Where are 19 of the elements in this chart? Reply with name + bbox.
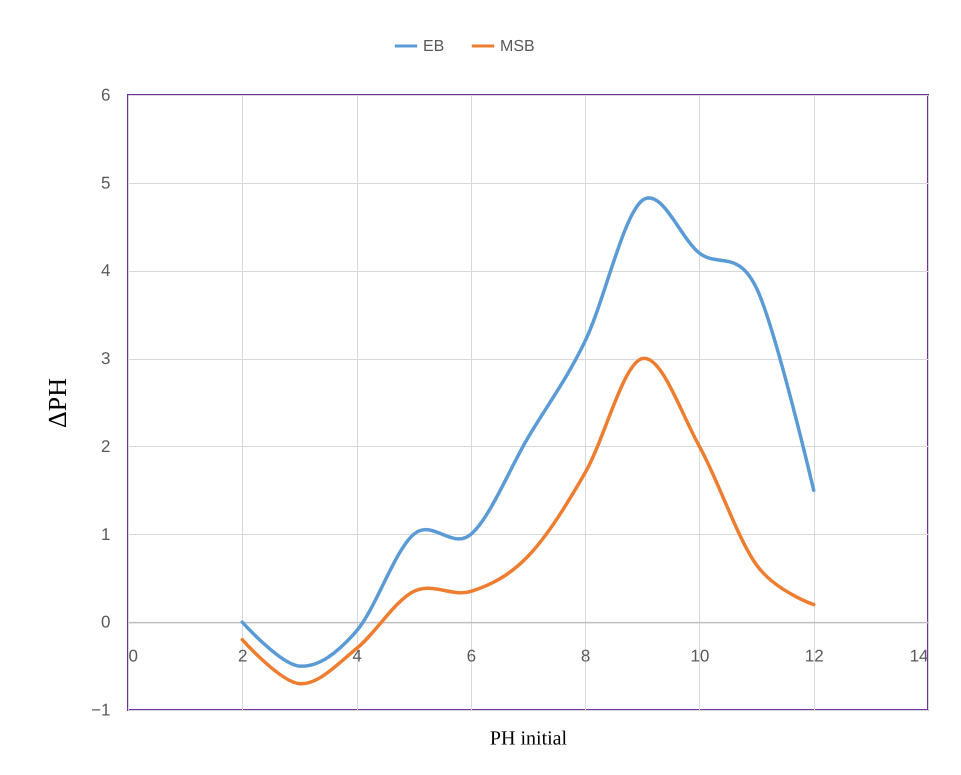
x-tick-label: 10 <box>690 646 710 666</box>
y-axis-title: ΔPH <box>43 378 72 428</box>
y-tick-label: 3 <box>101 349 110 368</box>
x-tick-label: 2 <box>238 646 248 666</box>
x-tick-label: 12 <box>804 646 824 666</box>
legend-label: EB <box>423 38 444 55</box>
legend-label: MSB <box>500 38 535 55</box>
y-tick-label: 1 <box>101 524 110 544</box>
x-axis-title: PH initial <box>490 728 568 750</box>
y-tick-label: 5 <box>101 173 110 192</box>
y-tick-label: 0 <box>101 612 110 632</box>
x-tick-label: 0 <box>128 646 138 666</box>
y-tick-label: 6 <box>101 86 110 104</box>
y-tick-label: 2 <box>101 436 110 456</box>
y-tick-label: −1 <box>91 700 110 720</box>
x-tick-label: 6 <box>466 646 476 666</box>
x-tick-label: 4 <box>352 646 362 666</box>
x-tick-label: 8 <box>580 646 590 666</box>
y-tick-label: 4 <box>101 261 110 280</box>
